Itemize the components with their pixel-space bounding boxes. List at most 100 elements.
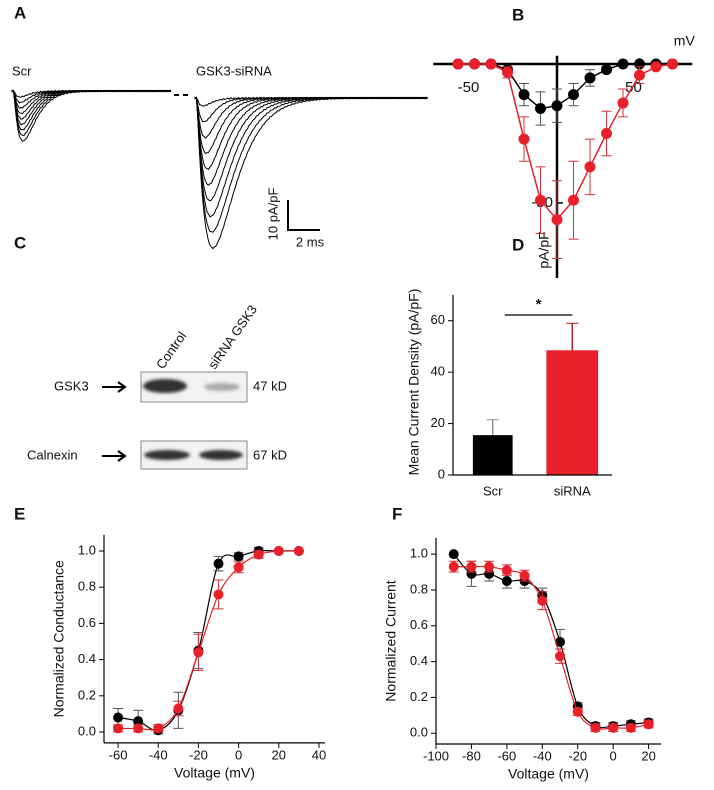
x-axis-label: mV bbox=[674, 33, 696, 49]
y-tick-label: 0.6 bbox=[410, 617, 428, 632]
data-point bbox=[485, 58, 497, 70]
x-tick-label: -80 bbox=[462, 748, 481, 763]
y-axis-label: pA/pF bbox=[536, 231, 552, 268]
trace bbox=[194, 96, 428, 218]
data-point bbox=[153, 723, 164, 734]
data-point bbox=[584, 72, 596, 84]
panel-label: B bbox=[512, 5, 524, 24]
data-point bbox=[501, 575, 512, 586]
data-point bbox=[233, 551, 244, 562]
band bbox=[204, 383, 240, 391]
data-point bbox=[551, 214, 563, 226]
data-point bbox=[535, 102, 546, 114]
band bbox=[143, 379, 187, 393]
data-point bbox=[466, 561, 477, 572]
significance-label: * bbox=[536, 296, 542, 313]
x-tick-label: 0 bbox=[610, 748, 617, 763]
trace bbox=[194, 96, 428, 250]
panel-label: E bbox=[14, 504, 25, 523]
panel-label: C bbox=[14, 233, 26, 252]
data-point bbox=[568, 89, 579, 101]
data-point bbox=[233, 562, 244, 573]
y-tick-label: 60 bbox=[431, 312, 445, 327]
data-point bbox=[650, 61, 662, 73]
x-tick-label: 0 bbox=[235, 747, 242, 762]
data-point bbox=[273, 545, 284, 556]
fit-curve bbox=[117, 549, 299, 732]
trace bbox=[194, 96, 428, 233]
data-point bbox=[634, 69, 645, 81]
size-label: 47 kD bbox=[253, 378, 287, 393]
panel-label: A bbox=[14, 3, 26, 22]
panel-label: D bbox=[512, 235, 524, 254]
data-point bbox=[133, 716, 144, 727]
x-tick-label: -60 bbox=[497, 748, 516, 763]
data-point bbox=[590, 722, 601, 733]
x-axis-label: Voltage (mV) bbox=[174, 765, 255, 781]
x-tick-label: -60 bbox=[109, 747, 128, 762]
trace-label: Scr bbox=[12, 63, 32, 78]
data-point bbox=[537, 595, 548, 606]
data-point bbox=[193, 647, 204, 658]
y-tick-label: 0.4 bbox=[410, 653, 428, 668]
data-point bbox=[601, 64, 612, 76]
y-tick-label: 0.0 bbox=[410, 725, 428, 740]
x-tick-label: -40 bbox=[533, 748, 552, 763]
fit-curve bbox=[453, 565, 649, 730]
y-tick-label: 0.2 bbox=[410, 689, 428, 704]
data-point bbox=[643, 719, 654, 730]
x-tick-label: Scr bbox=[483, 483, 503, 498]
data-point bbox=[617, 97, 629, 109]
y-tick-label: 1.0 bbox=[78, 542, 96, 557]
y-axis-label: Mean Current Density (pA/pF) bbox=[406, 289, 422, 476]
trace bbox=[194, 96, 428, 139]
x-tick-label: -20 bbox=[189, 747, 208, 762]
arrow bbox=[102, 450, 127, 462]
data-point bbox=[568, 194, 579, 206]
band bbox=[199, 450, 243, 460]
data-point bbox=[608, 722, 619, 733]
data-point bbox=[551, 100, 563, 112]
lane-label: siRNA GSK3 bbox=[205, 302, 260, 372]
size-label: 67 kD bbox=[253, 447, 287, 462]
trace bbox=[194, 96, 428, 171]
y-tick-label: 0.2 bbox=[78, 687, 96, 702]
data-point bbox=[213, 558, 224, 569]
data-point bbox=[502, 66, 513, 78]
data-point bbox=[448, 549, 459, 560]
fit-curve bbox=[118, 550, 299, 731]
trace-label: GSK3-siRNA bbox=[196, 63, 272, 78]
traces bbox=[11, 89, 428, 250]
x-tick-label: siRNA bbox=[554, 483, 591, 498]
data-point bbox=[518, 133, 530, 145]
data-point bbox=[213, 589, 224, 600]
y-tick-label: 0.8 bbox=[410, 581, 428, 596]
data-point bbox=[452, 58, 464, 70]
data-point bbox=[519, 570, 530, 581]
data-point bbox=[173, 703, 184, 714]
trace bbox=[194, 96, 428, 123]
data-point bbox=[448, 561, 459, 572]
band bbox=[144, 450, 190, 460]
bar bbox=[546, 350, 599, 475]
data-point bbox=[133, 723, 144, 734]
x-tick-label: 40 bbox=[312, 747, 326, 762]
x-tick-label: -100 bbox=[423, 748, 449, 763]
arrow bbox=[102, 381, 127, 393]
y-tick-label: 1.0 bbox=[410, 546, 428, 561]
row-label: GSK3 bbox=[54, 378, 89, 393]
fit-curve bbox=[453, 553, 649, 729]
data-point bbox=[555, 636, 566, 647]
scale-label: 10 pA/pF bbox=[265, 188, 280, 241]
x-tick-label: 20 bbox=[272, 747, 286, 762]
data-point bbox=[601, 128, 612, 140]
trace bbox=[11, 89, 172, 142]
x-tick-label: 20 bbox=[641, 748, 655, 763]
data-point bbox=[518, 89, 530, 101]
data-point bbox=[667, 58, 678, 70]
data-point bbox=[466, 568, 477, 579]
y-tick-label: 0.8 bbox=[78, 579, 96, 594]
scale-label: 2 ms bbox=[296, 234, 325, 249]
